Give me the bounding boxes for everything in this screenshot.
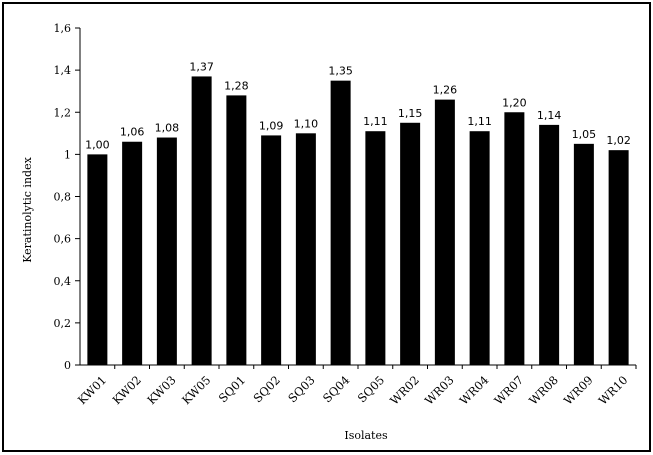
data-label: 1,11 bbox=[467, 115, 492, 128]
bar bbox=[469, 131, 490, 365]
bar bbox=[191, 76, 212, 365]
y-tick-label: 1,6 bbox=[54, 22, 72, 35]
y-tick-label: 0,6 bbox=[54, 233, 72, 246]
x-tick-label: SQ04 bbox=[320, 373, 352, 405]
y-tick-label: 1,4 bbox=[54, 64, 72, 77]
bar bbox=[504, 112, 525, 365]
x-axis-title: Isolates bbox=[344, 429, 388, 442]
x-tick-label: KW02 bbox=[110, 373, 144, 407]
x-tick-label: WR04 bbox=[457, 373, 492, 408]
bar-chart: 0 0,2 0,4 0,6 0,8 1 1,2 1,4 1,6 1,00 KW01 1,06 KW02 1… bbox=[21, 22, 637, 442]
bar bbox=[400, 122, 421, 365]
data-label: 1,05 bbox=[572, 128, 597, 141]
data-label: 1,35 bbox=[328, 65, 353, 78]
x-tick-label: KW03 bbox=[144, 373, 178, 407]
y-tick-label: 1 bbox=[64, 148, 71, 161]
bar bbox=[226, 95, 247, 366]
data-label: 1,20 bbox=[502, 96, 527, 109]
y-tick-label: 0,4 bbox=[54, 275, 72, 288]
bar bbox=[261, 135, 282, 365]
bar bbox=[539, 124, 560, 365]
x-tick-label: WR10 bbox=[596, 373, 631, 408]
data-label: 1,08 bbox=[155, 122, 180, 135]
bar bbox=[573, 143, 594, 365]
y-axis-title: Keratinolytic index bbox=[21, 156, 34, 262]
bar bbox=[122, 141, 143, 365]
y-tick-label: 0,2 bbox=[54, 317, 72, 330]
x-tick-label: WR09 bbox=[561, 373, 596, 408]
bar bbox=[434, 99, 455, 366]
data-label: 1,02 bbox=[606, 134, 631, 147]
plot-area: 0 0,2 0,4 0,6 0,8 1 1,2 1,4 1,6 1,00 KW01 1,06 KW02 1… bbox=[54, 22, 637, 408]
x-tick-label: SQ01 bbox=[216, 373, 248, 405]
x-tick-label: WR02 bbox=[387, 373, 422, 408]
bar bbox=[87, 154, 108, 365]
x-tick-label: WR03 bbox=[422, 373, 457, 408]
y-tick-label: 0,8 bbox=[54, 191, 72, 204]
x-tick-label: SQ03 bbox=[285, 373, 317, 405]
data-label: 1,09 bbox=[259, 119, 284, 132]
y-tick-label: 0 bbox=[64, 359, 71, 372]
data-label: 1,10 bbox=[294, 117, 319, 130]
x-tick-label: SQ05 bbox=[355, 373, 387, 405]
bar bbox=[295, 133, 316, 365]
x-tick-label: KW05 bbox=[179, 373, 213, 407]
x-tick-label: SQ02 bbox=[250, 373, 282, 405]
bar bbox=[365, 131, 386, 365]
y-tick-label: 1,2 bbox=[54, 106, 72, 119]
x-tick-label: KW01 bbox=[75, 373, 109, 407]
data-label: 1,26 bbox=[433, 84, 458, 97]
data-label: 1,37 bbox=[189, 60, 214, 73]
data-label: 1,15 bbox=[398, 107, 423, 120]
bar bbox=[156, 137, 177, 365]
data-label: 1,06 bbox=[120, 126, 145, 139]
data-label: 1,11 bbox=[363, 115, 388, 128]
x-tick-label: WR08 bbox=[526, 373, 561, 408]
data-label: 1,14 bbox=[537, 109, 562, 122]
x-tick-label: WR07 bbox=[491, 373, 526, 408]
data-label: 1,00 bbox=[85, 138, 110, 151]
data-label: 1,28 bbox=[224, 79, 249, 92]
bar bbox=[330, 80, 351, 365]
bar bbox=[608, 150, 629, 365]
